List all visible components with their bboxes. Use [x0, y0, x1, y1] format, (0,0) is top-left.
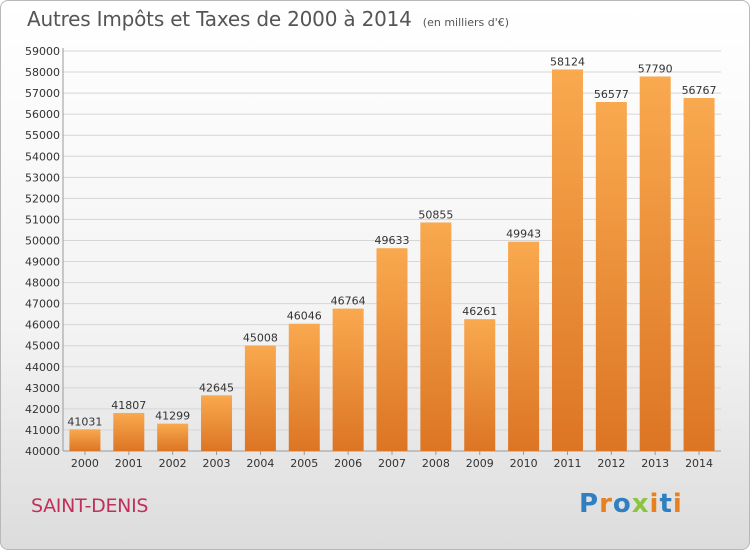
bar	[420, 222, 452, 451]
x-tick-label: 2009	[466, 457, 494, 470]
x-tick-label: 2001	[115, 457, 143, 470]
logo-letter: r	[599, 489, 613, 519]
data-label: 56767	[682, 84, 717, 97]
y-tick-label: 43000	[25, 382, 60, 395]
x-tick-label: 2005	[290, 457, 318, 470]
bar	[639, 76, 671, 451]
logo-letter: o	[612, 489, 632, 519]
logo-letter: i	[649, 489, 660, 519]
data-label: 45008	[243, 332, 278, 345]
x-tick-label: 2007	[378, 457, 406, 470]
y-tick-label: 41000	[25, 424, 60, 437]
x-tick-label: 2008	[422, 457, 450, 470]
y-tick-label: 42000	[25, 403, 60, 416]
logo-letter: x	[631, 489, 650, 519]
x-tick-label: 2003	[203, 457, 231, 470]
data-label: 57790	[638, 62, 673, 75]
x-tick-label: 2004	[246, 457, 274, 470]
y-tick-label: 40000	[25, 445, 60, 458]
data-label: 49633	[375, 234, 410, 247]
logo-letter: P	[579, 489, 600, 519]
data-label: 41299	[155, 410, 190, 423]
chart-title-row: Autres Impôts et Taxes de 2000 à 2014 (e…	[27, 7, 509, 31]
bar	[332, 308, 364, 451]
chart-title: Autres Impôts et Taxes de 2000 à 2014	[27, 7, 412, 31]
x-tick-label: 2012	[597, 457, 625, 470]
y-tick-label: 54000	[25, 150, 60, 163]
y-tick-label: 49000	[25, 256, 60, 269]
bar	[69, 429, 101, 451]
city-name: SAINT-DENIS	[31, 495, 149, 517]
logo-letter: i	[672, 489, 683, 519]
data-label: 50855	[418, 208, 453, 221]
y-tick-label: 59000	[25, 45, 60, 58]
data-label: 46764	[331, 295, 366, 308]
y-tick-label: 52000	[25, 192, 60, 205]
y-tick-label: 44000	[25, 361, 60, 374]
bar	[508, 241, 540, 451]
bar	[376, 248, 408, 451]
data-label: 49943	[506, 228, 541, 241]
data-label: 58124	[550, 55, 585, 68]
data-label: 56577	[594, 88, 629, 101]
y-tick-label: 46000	[25, 319, 60, 332]
x-tick-label: 2006	[334, 457, 362, 470]
y-tick-label: 57000	[25, 87, 60, 100]
x-tick-label: 2002	[159, 457, 187, 470]
bar	[595, 102, 627, 451]
data-label: 42645	[199, 381, 234, 394]
bar	[113, 412, 145, 451]
bar	[288, 323, 320, 451]
bar	[683, 98, 715, 451]
x-tick-label: 2014	[685, 457, 713, 470]
data-label: 41807	[111, 399, 146, 412]
y-tick-label: 47000	[25, 298, 60, 311]
y-tick-label: 48000	[25, 277, 60, 290]
bar	[201, 395, 233, 451]
bar	[157, 423, 189, 451]
y-tick-label: 51000	[25, 213, 60, 226]
chart-unit: (en milliers d'€)	[422, 16, 510, 29]
y-tick-label: 53000	[25, 171, 60, 184]
x-tick-label: 2010	[510, 457, 538, 470]
logo-letter: t	[659, 489, 673, 519]
proxiti-logo: Proxiti	[579, 489, 683, 519]
bar	[244, 345, 276, 451]
x-tick-label: 2013	[641, 457, 669, 470]
x-tick-label: 2000	[71, 457, 99, 470]
y-tick-label: 45000	[25, 340, 60, 353]
bar	[551, 69, 583, 451]
bar	[464, 319, 496, 451]
y-tick-label: 55000	[25, 129, 60, 142]
data-label: 41031	[67, 415, 102, 428]
y-tick-label: 56000	[25, 108, 60, 121]
data-label: 46046	[287, 310, 322, 323]
y-tick-label: 58000	[25, 66, 60, 79]
data-label: 46261	[462, 305, 497, 318]
y-tick-label: 50000	[25, 234, 60, 247]
x-tick-label: 2011	[553, 457, 581, 470]
